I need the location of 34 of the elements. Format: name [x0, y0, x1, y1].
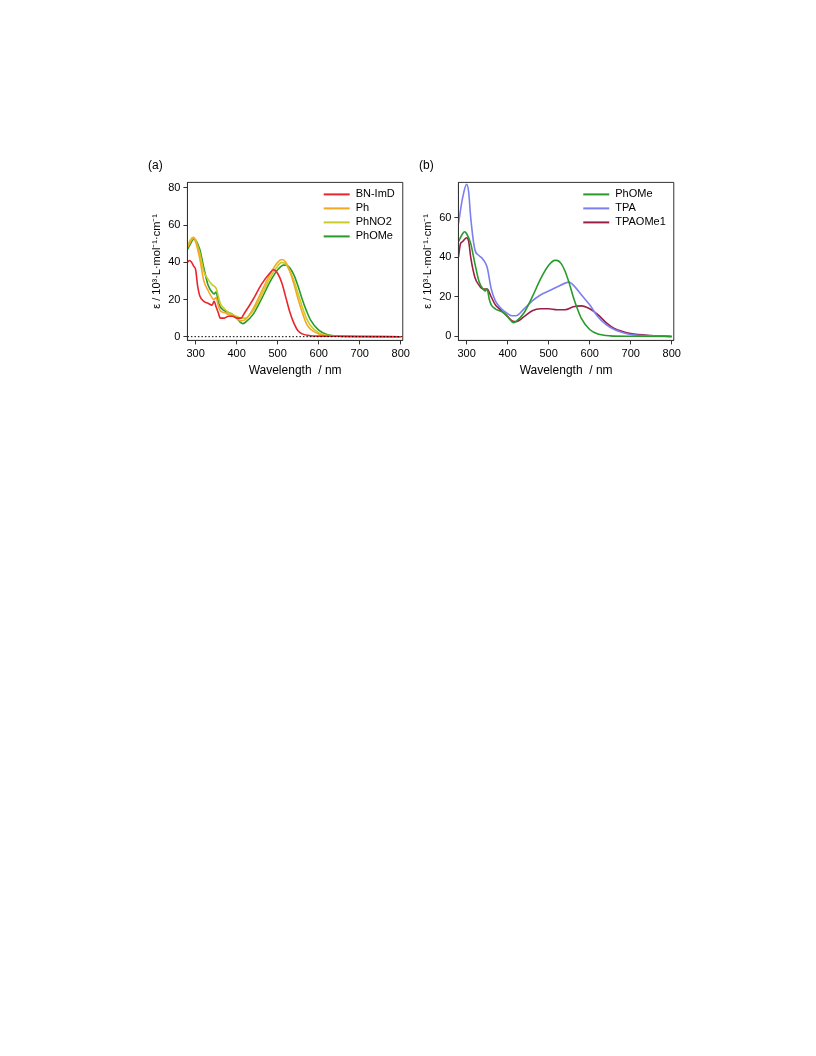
x-tick-label: 300	[457, 347, 476, 360]
x-tick-label: 600	[580, 347, 599, 360]
x-tick-label: 500	[539, 347, 558, 360]
legend-label: TPAOMe1	[615, 215, 666, 228]
y-tick-label: 80	[168, 181, 181, 194]
x-tick-label: 400	[227, 347, 246, 360]
y-axis-title: ε / 10³·L·mol⁻¹·cm⁻¹	[420, 213, 433, 309]
x-tick-label: 400	[498, 347, 517, 360]
x-tick-label: 300	[186, 347, 205, 360]
y-tick-label: 0	[174, 329, 181, 342]
y-axis-title: ε / 10³·L·mol⁻¹·cm⁻¹	[149, 213, 162, 309]
x-tick-label: 800	[662, 347, 681, 360]
y-tick-label: 40	[439, 250, 452, 263]
x-tick-label: 500	[268, 347, 287, 360]
x-tick-label: 700	[350, 347, 369, 360]
legend-label: PhNO2	[355, 215, 392, 228]
y-tick-label: 60	[439, 210, 452, 223]
y-tick-label: 60	[168, 218, 181, 231]
x-tick-label: 700	[621, 347, 640, 360]
legend-label: PhOMe	[355, 229, 393, 242]
y-tick-label: 20	[439, 289, 452, 302]
x-axis-title: Wavelength / nm	[248, 363, 342, 378]
chart-title: (b)	[419, 157, 434, 172]
x-tick-label: 600	[309, 347, 328, 360]
y-tick-label: 40	[168, 255, 181, 268]
legend-label: TPA	[615, 201, 637, 214]
legend-label: BN-ImD	[355, 187, 395, 200]
y-tick-label: 0	[445, 329, 452, 342]
legend-label: Ph	[355, 201, 370, 214]
x-tick-label: 800	[391, 347, 410, 360]
y-tick-label: 20	[168, 292, 181, 305]
x-axis-title: Wavelength / nm	[519, 363, 613, 378]
legend-label: PhOMe	[615, 187, 653, 200]
chart-title: (a)	[148, 157, 163, 172]
